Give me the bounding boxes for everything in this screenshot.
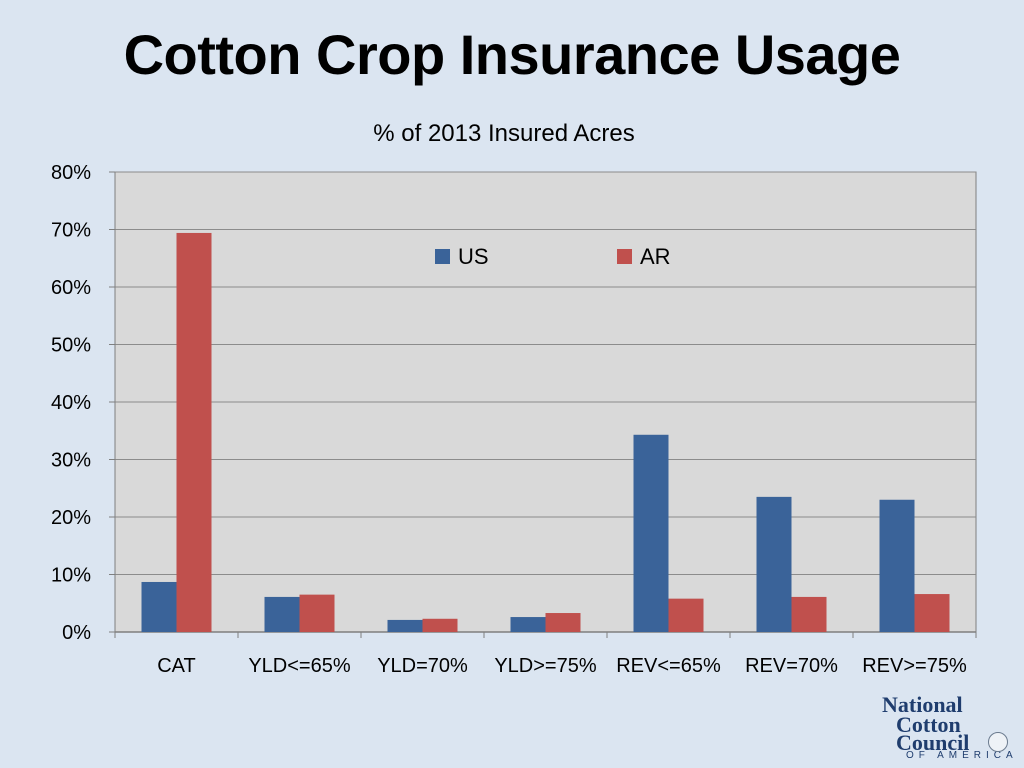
bar-ar xyxy=(545,613,581,632)
y-tick-label: 40% xyxy=(51,392,91,414)
x-tick-label: YLD=70% xyxy=(377,655,468,677)
ncc-logo: National Cotton Council OF AMERICA xyxy=(876,692,1016,762)
legend-swatch-ar xyxy=(617,249,632,264)
bar-us xyxy=(387,619,423,632)
y-tick-label: 10% xyxy=(51,565,91,587)
logo-line-of-america: OF AMERICA xyxy=(906,750,1018,761)
bar-us xyxy=(879,499,915,632)
y-tick-label: 70% xyxy=(51,220,91,242)
logo-line-council: Council xyxy=(896,730,970,755)
y-tick-label: 80% xyxy=(51,162,91,184)
bar-us xyxy=(264,596,300,632)
y-tick-label: 50% xyxy=(51,335,91,357)
legend-label-us: US xyxy=(458,244,489,269)
logo-line-national: National xyxy=(882,692,963,717)
logo-line-cotton: Cotton xyxy=(896,712,961,737)
x-tick-label: CAT xyxy=(157,655,196,677)
x-tick-label: YLD>=75% xyxy=(494,655,597,677)
bar-ar xyxy=(422,618,458,632)
bar-us xyxy=(510,617,546,632)
x-tick-label: REV=70% xyxy=(745,655,838,677)
bar-ar xyxy=(299,594,335,632)
y-tick-label: 20% xyxy=(51,507,91,529)
y-tick-label: 60% xyxy=(51,277,91,299)
bar-ar xyxy=(914,594,950,632)
bar-us xyxy=(633,434,669,632)
bar-us xyxy=(756,496,792,632)
y-tick-label: 30% xyxy=(51,450,91,472)
legend-label-ar: AR xyxy=(640,244,671,269)
legend-swatch-us xyxy=(435,249,450,264)
bar-ar xyxy=(176,232,212,632)
bar-us xyxy=(141,581,177,632)
x-tick-label: REV>=75% xyxy=(862,655,967,677)
x-tick-label: REV<=65% xyxy=(616,655,721,677)
slide-title: Cotton Crop Insurance Usage xyxy=(123,23,901,86)
chart-subtitle: % of 2013 Insured Acres xyxy=(373,120,635,147)
y-tick-label: 0% xyxy=(62,622,91,644)
seal-icon xyxy=(988,732,1008,752)
bar-ar xyxy=(791,596,827,632)
bar-ar xyxy=(668,598,704,632)
x-tick-label: YLD<=65% xyxy=(248,655,351,677)
